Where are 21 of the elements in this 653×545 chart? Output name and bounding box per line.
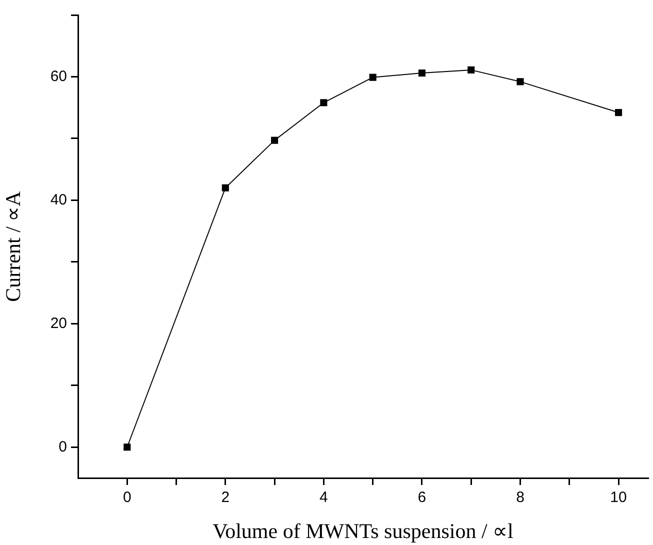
y-tick-label: 40 <box>50 191 67 208</box>
point <box>516 78 524 86</box>
x-tick-label: 4 <box>320 489 328 506</box>
y-tick-label: 0 <box>58 438 67 456</box>
x-tick-label: 10 <box>610 489 627 506</box>
point <box>369 74 376 81</box>
point <box>124 444 131 451</box>
point <box>418 69 426 77</box>
y-tick-label: 20 <box>50 314 67 332</box>
y-tick-label: 60 <box>50 68 67 85</box>
x-axis-title: Volume of MWNTs suspension / ∝l <box>212 518 514 543</box>
x-tick-label: 6 <box>418 489 426 506</box>
point <box>614 109 622 116</box>
point <box>468 66 475 74</box>
point <box>271 136 278 144</box>
x-tick-label: 2 <box>221 489 230 506</box>
y-axis-title: Current / ∝A <box>1 190 26 302</box>
x-tick-label: 8 <box>516 489 524 506</box>
x-tick-label: 0 <box>122 489 132 506</box>
point <box>320 99 328 106</box>
point <box>222 184 229 192</box>
